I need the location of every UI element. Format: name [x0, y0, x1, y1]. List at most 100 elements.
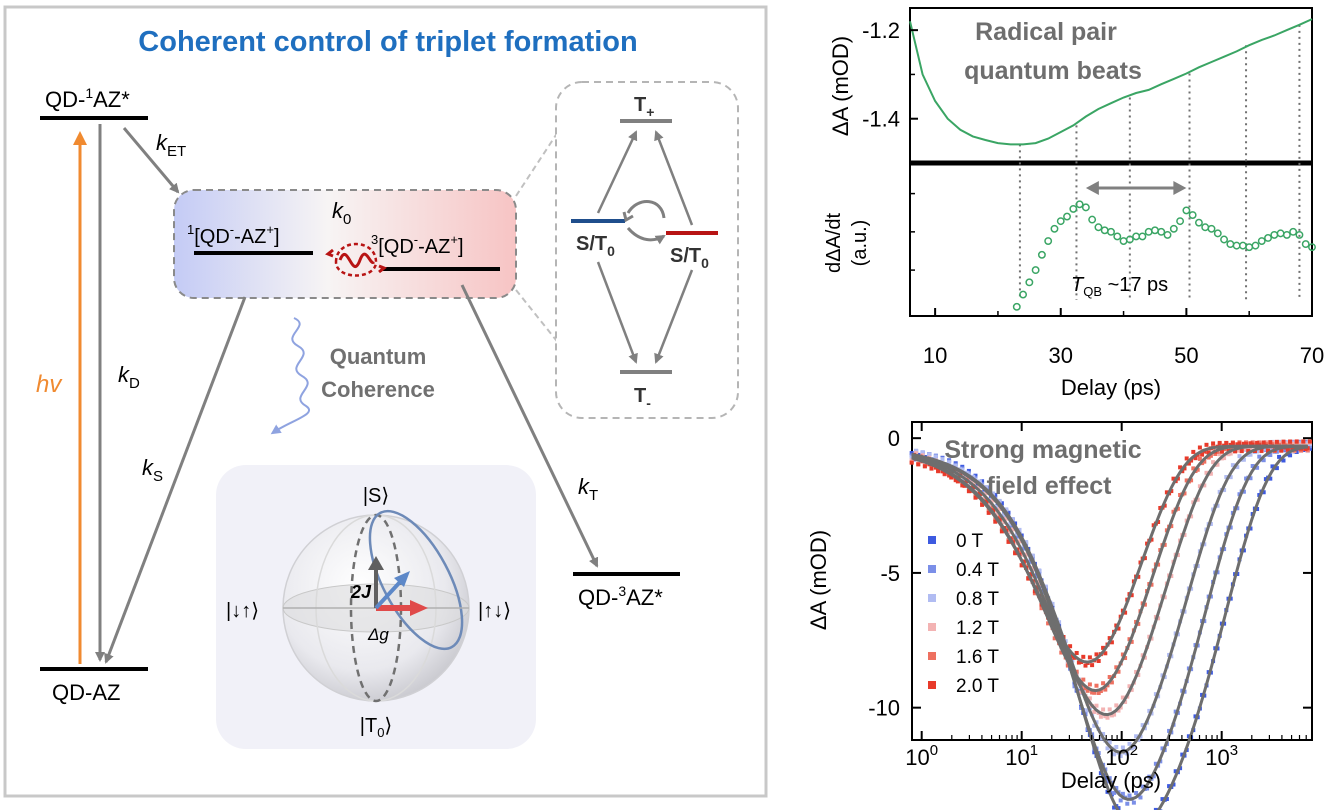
- data-point-20T: [949, 475, 954, 480]
- data-point-04T: [1307, 444, 1312, 449]
- data-point-04T: [1268, 453, 1273, 458]
- data-point-20T: [1090, 663, 1095, 668]
- data-point-20T: [1239, 449, 1244, 454]
- data-point-04T: [1235, 506, 1240, 511]
- data-point-20T: [973, 495, 978, 500]
- data-point-20T: [1248, 441, 1253, 446]
- data-point-04T: [1153, 761, 1158, 766]
- data-point-12T: [1019, 551, 1024, 556]
- data-point-04T: [1140, 784, 1145, 789]
- data-point-04T: [1105, 779, 1110, 784]
- data-point-08T: [1101, 731, 1106, 736]
- data-point-16T: [1090, 690, 1095, 695]
- legend-swatch: [928, 536, 936, 544]
- data-point-08T: [1118, 754, 1123, 759]
- data-point-20T: [1219, 449, 1224, 454]
- derivative-point: [1138, 232, 1147, 241]
- label-st0-right: S/T0: [670, 245, 709, 271]
- derivative-point: [1088, 215, 1097, 224]
- arrow-kt: [460, 284, 599, 568]
- data-point-12T: [988, 503, 993, 508]
- data-point-20T: [1217, 440, 1222, 445]
- data-point-20T: [916, 462, 921, 467]
- data-point-08T: [1107, 740, 1112, 745]
- data-point-04T: [1118, 798, 1123, 803]
- data-point-08T: [1153, 692, 1158, 697]
- data-point-08T: [947, 460, 952, 465]
- data-point-04T: [1147, 774, 1152, 779]
- legend-label: 0.4 T: [956, 560, 999, 581]
- data-point-20T: [1193, 456, 1198, 461]
- data-point-20T: [1186, 461, 1191, 466]
- data-point-12T: [1226, 452, 1231, 457]
- data-point-16T: [1101, 681, 1106, 686]
- x-tick-label: 30: [1049, 343, 1073, 368]
- data-point-16T: [997, 515, 1002, 520]
- data-point-20T: [1224, 440, 1229, 445]
- data-point-08T: [1098, 736, 1103, 741]
- data-point-08T: [1120, 745, 1125, 750]
- data-point-0T: [1277, 454, 1282, 459]
- data-point-08T: [1134, 734, 1139, 739]
- deriv-ylabel-1: dΔA/dt: [823, 213, 845, 274]
- data-point-20T: [1123, 610, 1128, 615]
- label-triplet-rp: 3[QD--AZ+]: [371, 232, 464, 258]
- legend-label: 2.0 T: [956, 676, 999, 697]
- data-point-0T: [1167, 784, 1172, 789]
- data-point-08T: [971, 474, 976, 479]
- label-singlet-rp: 1[QD--AZ+]: [187, 222, 280, 248]
- data-point-20T: [1019, 563, 1024, 568]
- data-point-08T: [960, 467, 965, 472]
- data-point-16T: [991, 505, 996, 510]
- data-point-16T: [1083, 686, 1088, 691]
- data-point-04T: [1281, 447, 1286, 452]
- derivative-point: [1100, 226, 1109, 235]
- data-point-20T: [1094, 652, 1099, 657]
- legend-swatch: [928, 652, 936, 660]
- derivative-point: [1025, 278, 1034, 287]
- bottom-xlabel: Delay (ps): [1061, 768, 1161, 793]
- derivative-point: [1069, 204, 1078, 213]
- derivative-point: [1238, 241, 1247, 250]
- data-point-20T: [1142, 556, 1147, 561]
- data-point-04T: [1244, 476, 1249, 481]
- data-point-12T: [1222, 456, 1227, 461]
- data-point-04T: [1112, 790, 1117, 795]
- data-point-08T: [1248, 452, 1253, 457]
- data-point-16T: [1178, 493, 1183, 498]
- data-point-12T: [1105, 715, 1110, 720]
- data-point-08T: [991, 491, 996, 496]
- data-point-20T: [1101, 645, 1106, 650]
- data-point-08T: [1037, 568, 1042, 573]
- legend: 0 T 0.4 T 0.8 T 1.2 T 1.6 T 2.0 T: [928, 531, 999, 697]
- data-point-20T: [1279, 447, 1284, 452]
- data-point-12T: [1092, 709, 1097, 714]
- diagram-title: Coherent control of triplet formation: [138, 26, 637, 58]
- data-point-04T: [1127, 793, 1132, 798]
- data-point-0T: [1268, 476, 1273, 481]
- data-point-20T: [1285, 447, 1290, 452]
- data-point-16T: [1107, 675, 1112, 680]
- data-point-20T: [993, 519, 998, 524]
- data-point-08T: [1131, 744, 1136, 749]
- data-point-0T: [966, 468, 971, 473]
- data-point-04T: [1145, 786, 1150, 791]
- y-tick-label: -5: [880, 561, 900, 586]
- legend-swatch: [928, 594, 936, 602]
- derivative-point: [1295, 230, 1304, 239]
- data-point-20T: [1237, 441, 1242, 446]
- label-excited: QD-1AZ*: [45, 85, 130, 112]
- data-point-12T: [1134, 669, 1139, 674]
- data-point-08T: [1043, 584, 1048, 589]
- inset-cycle-arrowhead: [622, 211, 634, 223]
- data-point-12T: [1228, 451, 1233, 456]
- data-point-04T: [1160, 746, 1165, 751]
- beats-ylabel: ΔA (mOD): [828, 36, 853, 136]
- data-point-08T: [1024, 540, 1029, 545]
- data-point-20T: [955, 478, 960, 483]
- data-point-16T: [1087, 682, 1092, 687]
- inset-arrow-1: [596, 130, 638, 214]
- legend-swatch: [928, 681, 936, 689]
- y-tick-label: -10: [868, 696, 900, 721]
